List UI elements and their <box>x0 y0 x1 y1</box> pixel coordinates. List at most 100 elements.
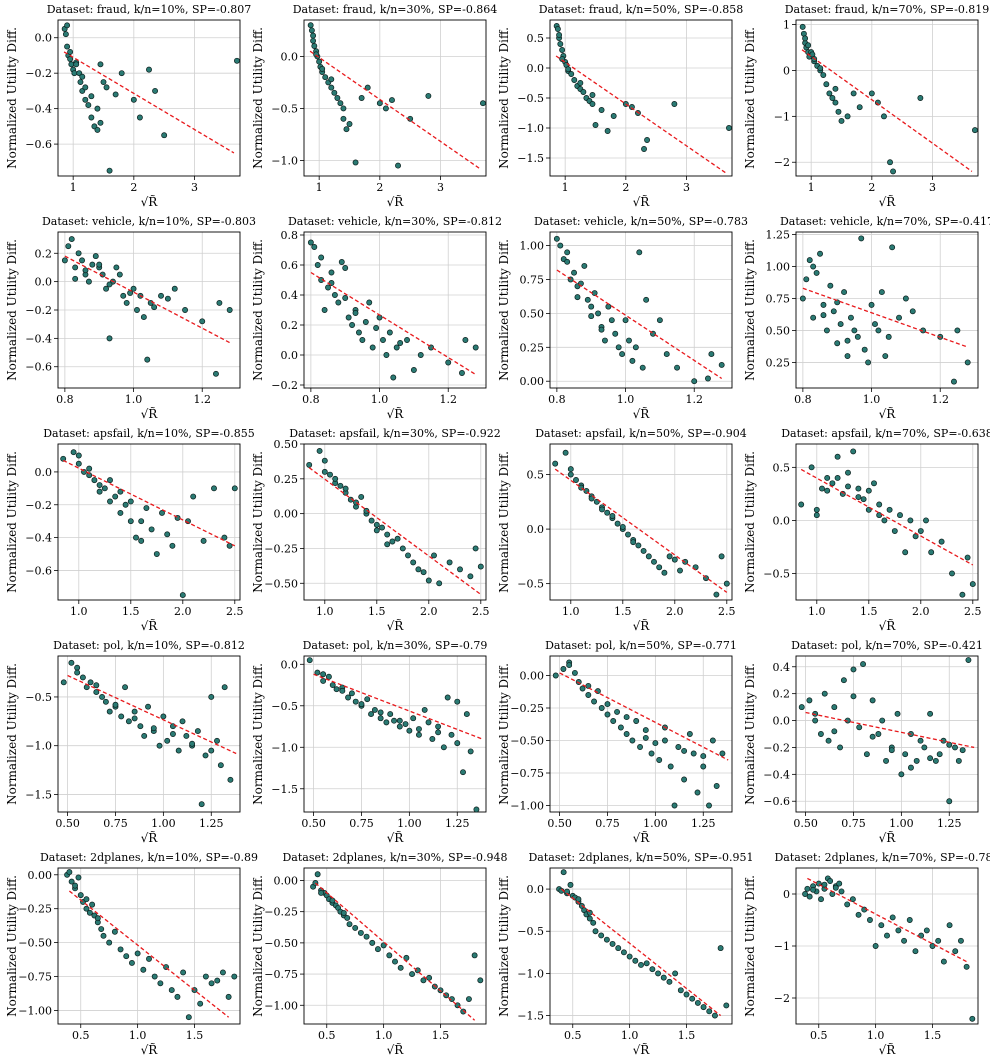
data-point <box>598 932 605 939</box>
data-point <box>952 948 959 955</box>
data-point <box>164 737 171 744</box>
scatter-chart-pol-50pct: Dataset: pol, k/n=50%, SP=-0.771 0.50 0.75… <box>497 639 737 845</box>
data-point <box>610 113 617 119</box>
data-point <box>420 977 427 984</box>
data-point <box>700 1004 707 1011</box>
data-point <box>666 553 673 560</box>
data-point <box>64 43 71 50</box>
scatter-chart-fraud-70pct: Dataset: fraud, k/n=70%, SP=-0.819 1 2 3 −2 −… <box>743 3 989 209</box>
data-point <box>106 281 113 288</box>
data-point <box>643 296 650 303</box>
axes-frame <box>549 867 733 1025</box>
chart-title: Dataset: pol, k/n=50%, SP=-0.771 <box>545 639 737 652</box>
y-tick-label: 0.00 <box>274 874 299 887</box>
y-tick-label: 0.0 <box>35 32 53 45</box>
data-point <box>928 549 935 556</box>
data-point <box>68 236 75 243</box>
data-point <box>683 991 690 998</box>
data-point <box>625 531 631 538</box>
scatter-chart-fraud-10pct: Dataset: fraud, k/n=10%, SP=-0.807 1 2 3 −0.… <box>5 3 251 209</box>
data-point <box>907 517 914 524</box>
data-point <box>113 264 120 271</box>
data-point <box>328 269 335 276</box>
data-point <box>368 711 375 718</box>
data-point <box>575 896 582 903</box>
data-point <box>117 946 124 953</box>
y-tick-label: −0.5 <box>25 691 52 704</box>
data-point <box>89 261 96 268</box>
data-point <box>131 715 138 722</box>
data-point <box>321 468 328 475</box>
data-point <box>158 292 164 299</box>
data-point <box>327 471 333 478</box>
data-point <box>706 802 712 809</box>
scatter-chart-fraud-30pct: Dataset: fraud, k/n=30%, SP=-0.864 1 2 3 −1.… <box>251 3 497 209</box>
y-tick-label: −0.2 <box>25 67 52 80</box>
data-point <box>878 922 885 929</box>
data-point <box>415 566 422 573</box>
data-point <box>604 711 611 718</box>
data-point <box>202 752 209 759</box>
y-tick-label: 0.0 <box>773 514 791 527</box>
x-tick-label: 0.75 <box>841 817 866 830</box>
data-point <box>598 107 605 113</box>
data-point <box>813 269 820 276</box>
data-point <box>379 524 385 531</box>
data-point <box>362 319 369 325</box>
data-point <box>72 882 79 889</box>
x-tick-label: 2 <box>622 181 629 194</box>
data-point <box>802 891 809 897</box>
data-point <box>88 114 95 121</box>
data-point <box>183 732 190 739</box>
data-point <box>929 943 936 949</box>
data-point <box>913 757 920 764</box>
data-point <box>340 909 347 916</box>
y-axis-label: Normalized Utility Diff. <box>5 239 19 381</box>
y-tick-label: −0.4 <box>763 768 790 781</box>
data-point <box>581 262 588 269</box>
data-point <box>632 344 639 351</box>
chart-title: Dataset: 2dplanes, k/n=50%, SP=-0.951 <box>528 851 753 864</box>
data-point <box>415 726 422 732</box>
data-point <box>60 679 67 686</box>
data-point <box>140 966 147 973</box>
data-point <box>150 725 157 732</box>
data-point <box>601 337 608 344</box>
data-point <box>459 370 465 376</box>
data-point <box>77 892 84 899</box>
y-tick-label: 1.00 <box>520 240 545 253</box>
data-point <box>965 657 972 663</box>
data-point <box>806 697 813 704</box>
data-point <box>157 980 164 987</box>
data-point <box>368 517 375 524</box>
data-point <box>831 728 838 735</box>
regression-line <box>556 269 723 380</box>
y-tick-label: 1.00 <box>766 261 791 274</box>
x-tick-label: 2.0 <box>420 605 438 618</box>
data-point <box>480 100 486 107</box>
data-point <box>465 996 472 1002</box>
data-point <box>835 108 842 115</box>
data-point <box>671 556 678 563</box>
data-point <box>649 966 656 973</box>
data-point <box>231 485 238 492</box>
data-point <box>876 501 883 508</box>
data-point <box>221 534 228 541</box>
data-point <box>366 299 373 306</box>
y-tick-label: 0.50 <box>520 307 545 320</box>
data-point <box>671 101 678 107</box>
y-tick-label: 0.2 <box>281 319 299 332</box>
y-tick-label: 0.8 <box>281 229 299 242</box>
x-tick-label: 1.5 <box>678 1029 696 1042</box>
data-point <box>376 100 383 107</box>
x-tick-label: 1.25 <box>445 817 470 830</box>
data-point <box>584 296 591 303</box>
data-point <box>651 558 657 565</box>
data-point <box>333 686 340 693</box>
data-point <box>677 567 683 574</box>
data-point <box>579 685 586 692</box>
data-point <box>94 126 101 133</box>
data-point <box>92 253 99 260</box>
y-tick-label: −0.25 <box>264 906 298 919</box>
data-point <box>615 344 622 351</box>
